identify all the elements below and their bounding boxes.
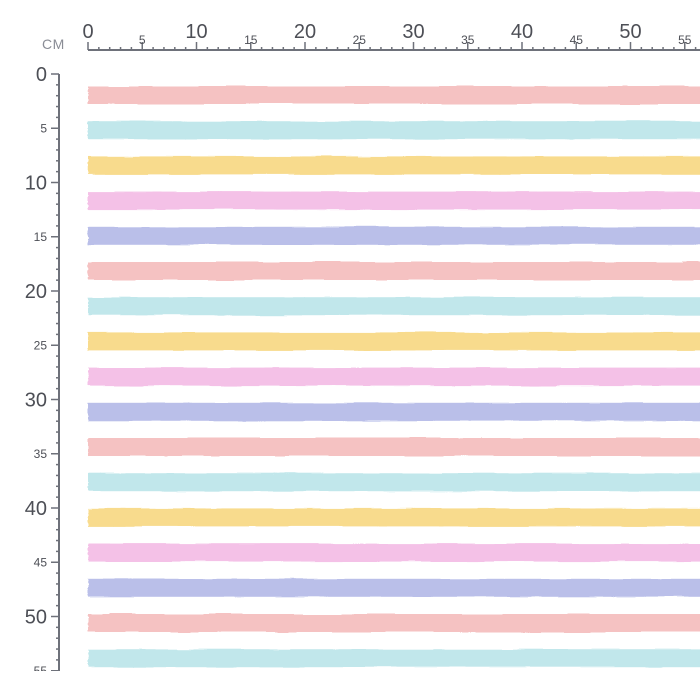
stripe xyxy=(88,508,700,527)
horizontal-major-label: 50 xyxy=(619,21,641,43)
stripe xyxy=(88,297,700,316)
horizontal-major-label: 20 xyxy=(294,21,316,43)
vertical-major-label: 20 xyxy=(25,281,47,303)
vertical-minor-label: 15 xyxy=(34,230,48,244)
horizontal-minor-label: 35 xyxy=(461,33,475,47)
horizontal-major-label: 40 xyxy=(511,21,533,43)
stripe xyxy=(88,86,700,104)
vertical-minor-label: 25 xyxy=(34,338,48,352)
vertical-major-label: 10 xyxy=(25,173,47,195)
stripe xyxy=(88,226,700,245)
horizontal-major-label: 10 xyxy=(185,21,207,43)
horizontal-minor-label: 5 xyxy=(139,33,146,47)
horizontal-minor-label: 45 xyxy=(570,33,584,47)
vertical-minor-label: 55 xyxy=(34,664,48,671)
horizontal-major-label: 30 xyxy=(402,21,424,43)
stripe xyxy=(88,473,700,492)
vertical-major-label: 30 xyxy=(25,390,47,412)
vertical-major-label: 0 xyxy=(36,64,47,86)
vertical-ruler: 0 10 20 30 40 50 5 15 25 35 45 55 xyxy=(25,64,60,676)
stripe xyxy=(88,367,700,386)
horizontal-minor-label: 55 xyxy=(678,33,692,47)
horizontal-minor-label: 15 xyxy=(244,33,258,47)
stripe xyxy=(88,121,700,140)
ruler-unit-label: CM xyxy=(42,36,65,52)
stripe xyxy=(88,156,700,175)
stripe xyxy=(88,332,700,351)
stripe xyxy=(88,262,700,280)
stripe-pattern xyxy=(88,86,700,668)
horizontal-minor-label: 25 xyxy=(353,33,367,47)
stripe xyxy=(88,402,700,421)
vertical-major-label: 40 xyxy=(25,498,47,520)
stripe xyxy=(88,578,700,597)
vertical-minor-label: 5 xyxy=(40,121,47,135)
vertical-minor-label: 45 xyxy=(34,555,48,569)
vertical-minor-label: 35 xyxy=(34,447,48,461)
stripe xyxy=(88,614,700,632)
stripe xyxy=(88,191,700,210)
stripe xyxy=(88,649,700,668)
horizontal-ruler: 0 10 20 30 40 50 5 15 25 35 45 55 xyxy=(82,21,700,51)
horizontal-major-label: 0 xyxy=(82,21,93,43)
stripe xyxy=(88,543,700,562)
vertical-major-label: 50 xyxy=(25,607,47,629)
stripe xyxy=(88,438,700,456)
